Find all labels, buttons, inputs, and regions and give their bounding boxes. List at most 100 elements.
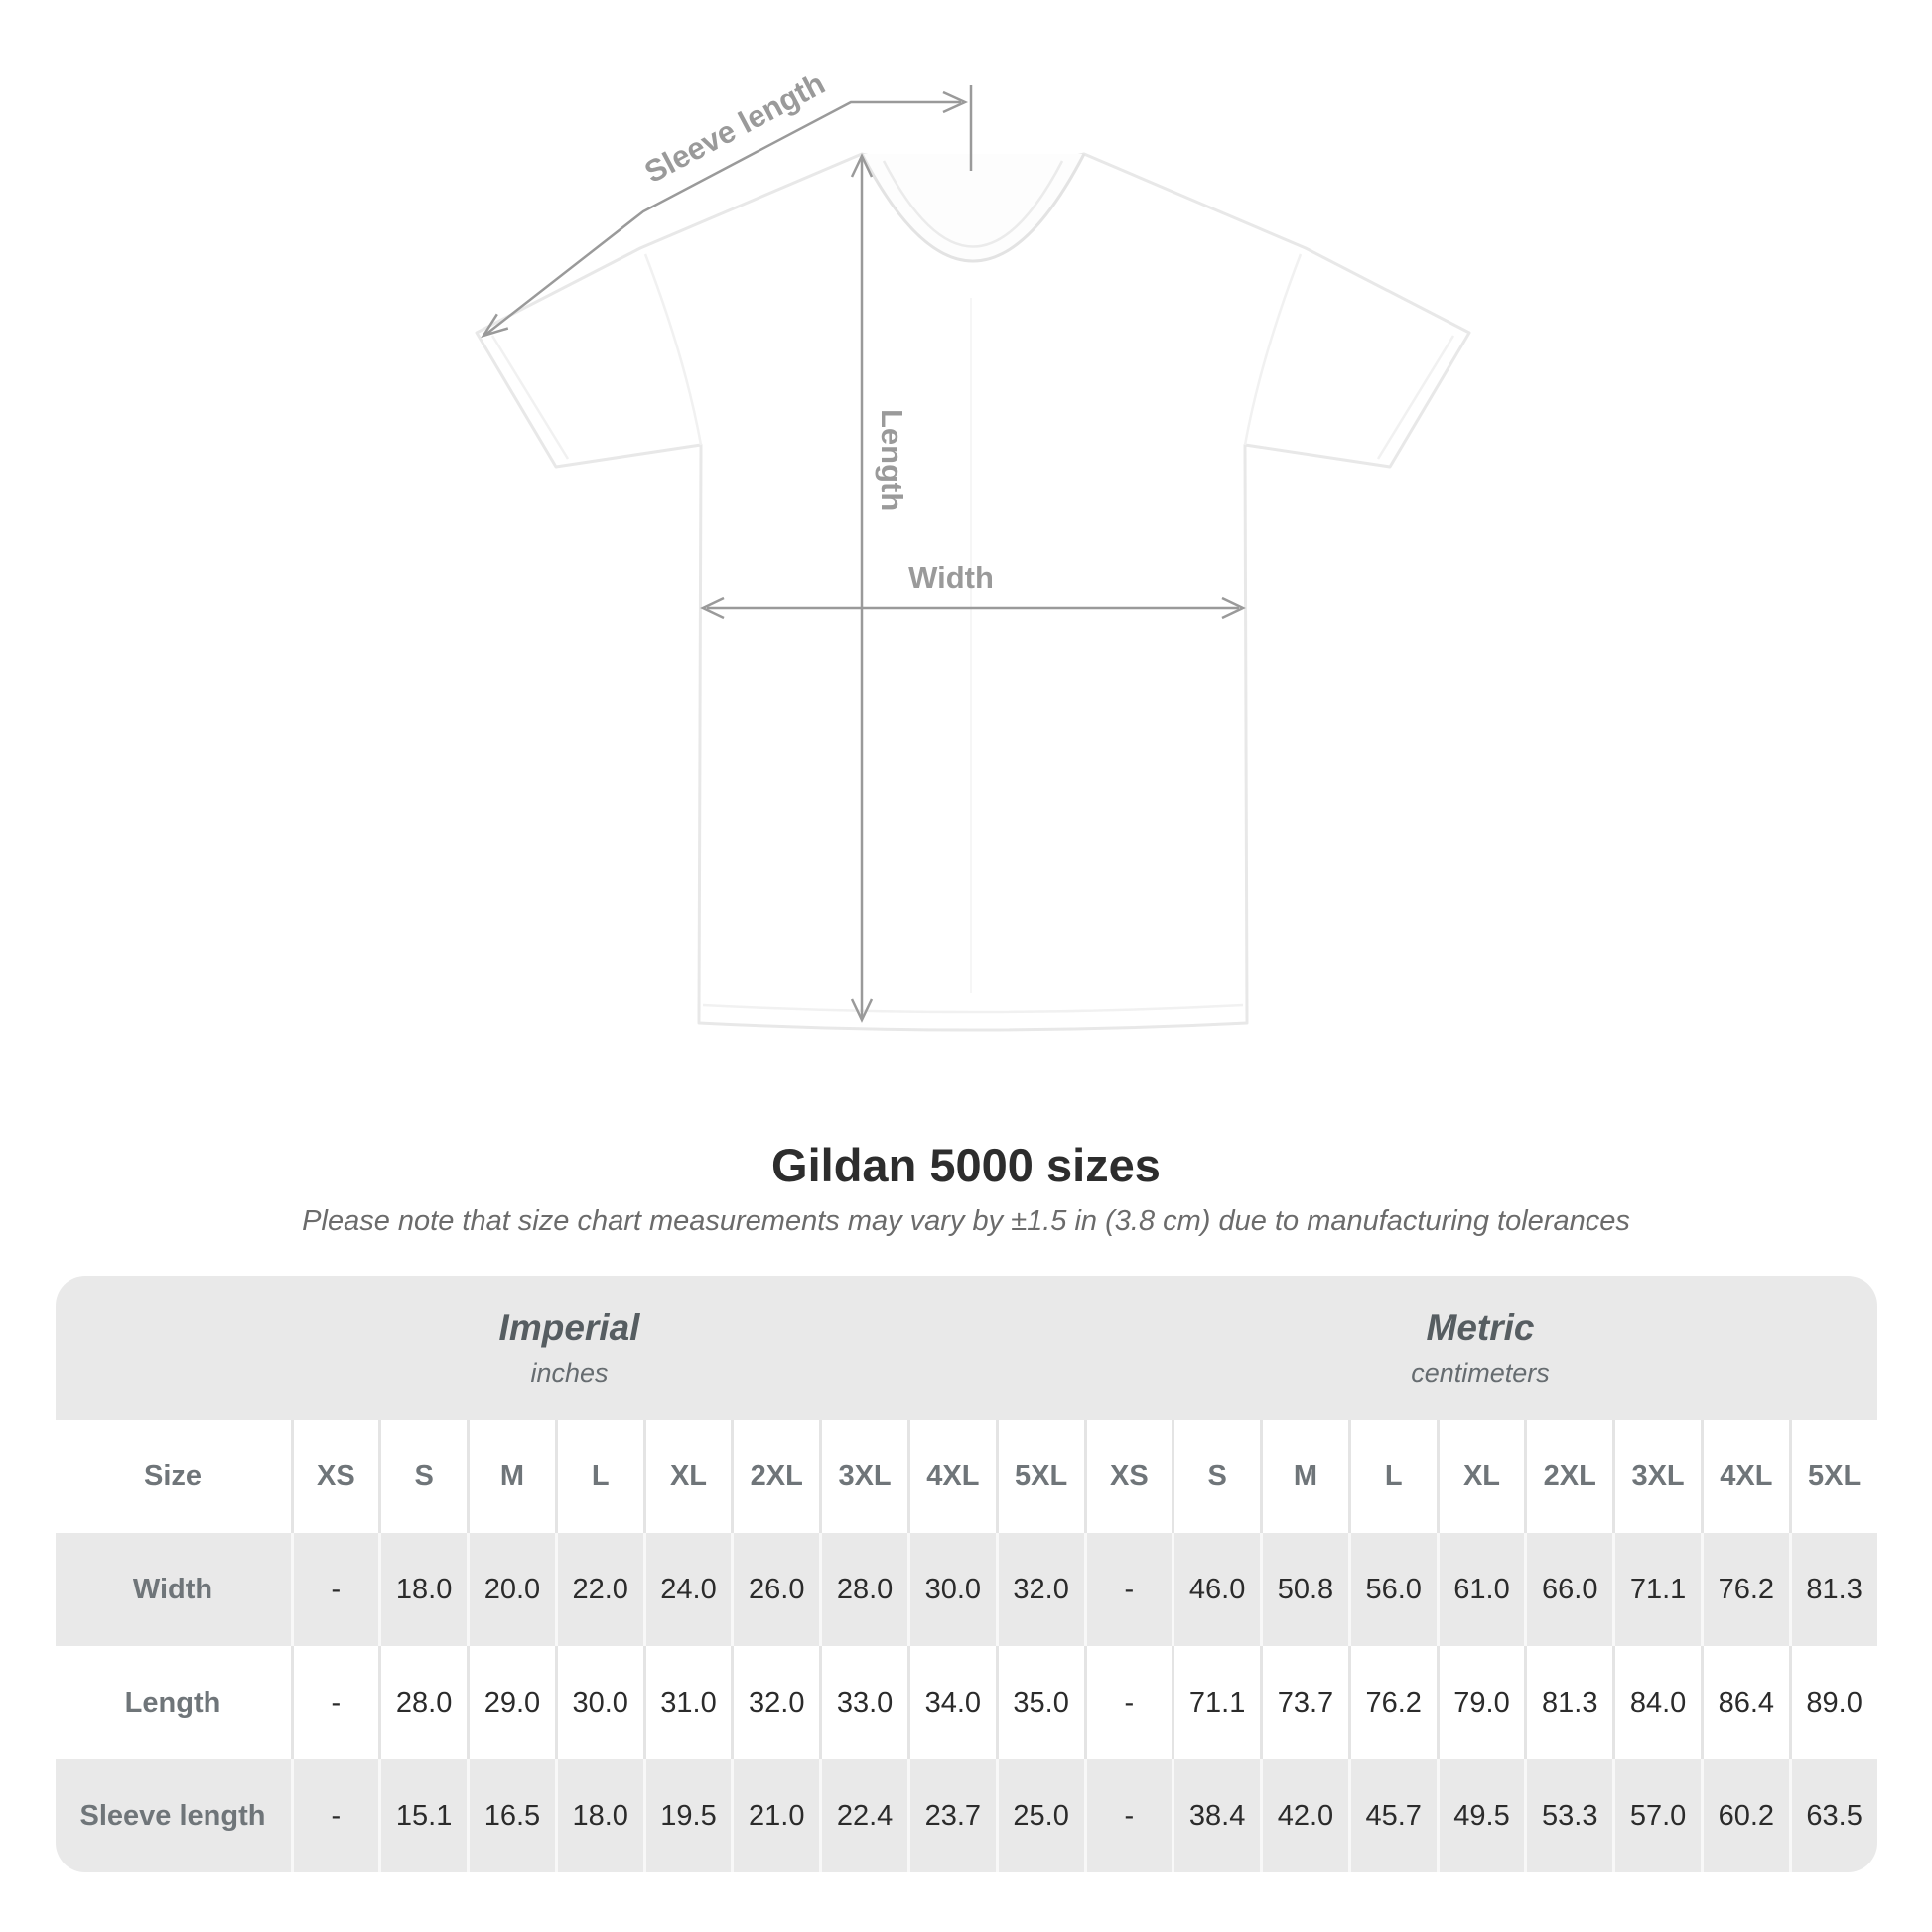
value-cell: 63.5 — [1788, 1759, 1877, 1872]
value-cell: 46.0 — [1172, 1533, 1260, 1646]
unit-group-metric: Metric centimeters — [1084, 1276, 1877, 1420]
width-label: Width — [908, 560, 994, 595]
value-cell: 34.0 — [906, 1646, 996, 1759]
size-header-metric-2xl: 2XL — [1524, 1420, 1612, 1533]
value-cell: - — [1083, 1759, 1173, 1872]
value-cell: - — [290, 1533, 379, 1646]
metric-label: Metric — [1426, 1307, 1535, 1348]
value-cell: 35.0 — [995, 1646, 1084, 1759]
value-cell: 31.0 — [642, 1646, 732, 1759]
size-header-metric-xs: XS — [1083, 1420, 1173, 1533]
length-annotation — [850, 153, 874, 1023]
value-cell: 71.1 — [1172, 1646, 1260, 1759]
value-cell: 25.0 — [995, 1759, 1084, 1872]
value-cell: 23.7 — [906, 1759, 996, 1872]
table-row-length: Length - 28.0 29.0 30.0 31.0 32.0 33.0 3… — [55, 1646, 1877, 1759]
value-cell: 22.4 — [819, 1759, 907, 1872]
size-header-imperial-3xl: 3XL — [819, 1420, 907, 1533]
page-title: Gildan 5000 sizes — [771, 1139, 1161, 1191]
imperial-unit-label: inches — [530, 1357, 609, 1388]
value-cell: 57.0 — [1612, 1759, 1701, 1872]
metric-unit-label: centimeters — [1411, 1357, 1550, 1388]
right-sleeve-hem-stitch — [1376, 335, 1455, 460]
size-header-row: Size XS S M L XL 2XL 3XL 4XL 5XL XS S M … — [55, 1420, 1877, 1533]
tshirt-image — [475, 152, 1471, 1032]
sleeve-length-arrowhead-end — [481, 313, 509, 339]
size-header-imperial-4xl: 4XL — [906, 1420, 996, 1533]
length-arrowhead-bottom — [850, 998, 874, 1023]
value-cell: 28.0 — [819, 1533, 907, 1646]
width-annotation — [700, 596, 1246, 620]
length-arrowhead-top — [850, 153, 874, 178]
value-cell: 33.0 — [819, 1646, 907, 1759]
value-cell: 61.0 — [1436, 1533, 1525, 1646]
value-cell: 28.0 — [378, 1646, 467, 1759]
value-cell: 73.7 — [1260, 1646, 1348, 1759]
value-cell: 84.0 — [1612, 1646, 1701, 1759]
value-cell: 18.0 — [554, 1759, 643, 1872]
value-cell: 32.0 — [995, 1533, 1084, 1646]
value-cell: 76.2 — [1347, 1646, 1437, 1759]
value-cell: 30.0 — [906, 1533, 996, 1646]
size-header-metric-m: M — [1260, 1420, 1348, 1533]
measurement-annotations — [481, 85, 1246, 1023]
value-cell: 53.3 — [1524, 1759, 1612, 1872]
size-header-imperial-m: M — [467, 1420, 555, 1533]
collar-outer-line — [860, 153, 1086, 263]
value-cell: 76.2 — [1700, 1533, 1789, 1646]
value-cell: - — [290, 1646, 379, 1759]
value-cell: 89.0 — [1788, 1646, 1877, 1759]
size-header-imperial-5xl: 5XL — [995, 1420, 1084, 1533]
value-cell: 71.1 — [1612, 1533, 1701, 1646]
value-cell: 66.0 — [1524, 1533, 1612, 1646]
sleeve-length-line — [484, 100, 961, 336]
row-label-length: Length — [124, 1686, 221, 1719]
value-cell: 22.0 — [554, 1533, 643, 1646]
value-cell: - — [1083, 1646, 1173, 1759]
size-column-header: Size — [143, 1459, 203, 1492]
value-cell: - — [290, 1759, 379, 1872]
value-cell: 60.2 — [1700, 1759, 1789, 1872]
value-cell: 81.3 — [1788, 1533, 1877, 1646]
value-cell: 29.0 — [467, 1646, 555, 1759]
width-arrowhead-left — [700, 596, 725, 620]
value-cell: 50.8 — [1260, 1533, 1348, 1646]
value-cell: 56.0 — [1347, 1533, 1437, 1646]
value-cell: 24.0 — [642, 1533, 732, 1646]
sleeve-length-annotation — [481, 85, 973, 339]
sleeve-length-arrowhead-right — [942, 90, 969, 114]
imperial-label: Imperial — [498, 1307, 640, 1348]
tshirt-measurement-diagram: Sleeve length Length Width — [475, 66, 1471, 1032]
table-row-sleeve-length: Sleeve length - 15.1 16.5 18.0 19.5 21.0… — [55, 1759, 1877, 1872]
right-sleeve-seam — [1243, 253, 1303, 446]
size-header-imperial-xl: XL — [642, 1420, 732, 1533]
size-header-metric-5xl: 5XL — [1788, 1420, 1877, 1533]
size-header-imperial-2xl: 2XL — [731, 1420, 819, 1533]
collar-inner-line — [882, 160, 1064, 248]
length-label: Length — [875, 409, 909, 511]
value-cell: - — [1083, 1533, 1173, 1646]
value-cell: 45.7 — [1347, 1759, 1437, 1872]
size-header-imperial-l: L — [554, 1420, 643, 1533]
value-cell: 16.5 — [467, 1759, 555, 1872]
left-sleeve-hem-stitch — [490, 335, 570, 460]
value-cell: 38.4 — [1172, 1759, 1260, 1872]
size-header-metric-3xl: 3XL — [1612, 1420, 1701, 1533]
value-cell: 19.5 — [642, 1759, 732, 1872]
page-subtitle: Please note that size chart measurements… — [302, 1205, 1630, 1237]
size-header-imperial-s: S — [378, 1420, 467, 1533]
bottom-hem-stitch — [702, 1003, 1244, 1014]
value-cell: 81.3 — [1524, 1646, 1612, 1759]
width-arrowhead-right — [1221, 596, 1246, 620]
value-cell: 32.0 — [731, 1646, 819, 1759]
value-cell: 42.0 — [1260, 1759, 1348, 1872]
size-table: Imperial inches Metric centimeters Size … — [55, 1276, 1877, 1872]
row-label-width: Width — [132, 1573, 213, 1605]
value-cell: 30.0 — [554, 1646, 643, 1759]
size-header-metric-xl: XL — [1436, 1420, 1525, 1533]
value-cell: 21.0 — [731, 1759, 819, 1872]
value-cell: 15.1 — [378, 1759, 467, 1872]
value-cell: 49.5 — [1436, 1759, 1525, 1872]
size-header-metric-4xl: 4XL — [1700, 1420, 1789, 1533]
